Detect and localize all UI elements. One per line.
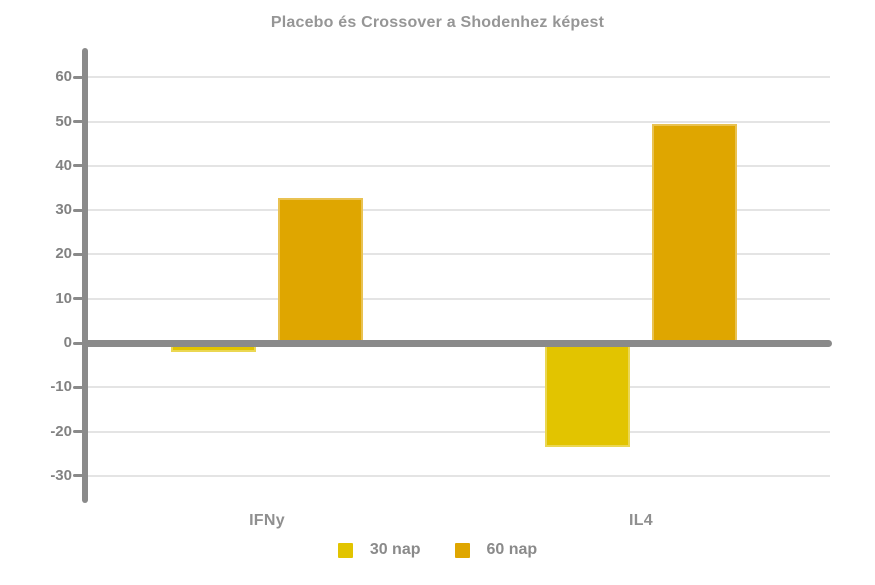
gridline bbox=[88, 430, 830, 433]
zero-axis-line bbox=[82, 339, 832, 347]
y-axis-tick-label: 60 bbox=[55, 68, 72, 86]
bar-ifny-60-nap bbox=[278, 197, 363, 343]
legend-item-60-nap: 60 nap bbox=[454, 541, 538, 559]
y-axis-tick bbox=[73, 120, 83, 123]
bar-il4-60-nap bbox=[652, 123, 737, 343]
y-axis-tick-label: -30 bbox=[50, 466, 72, 484]
y-axis-tick bbox=[73, 341, 83, 345]
gridline bbox=[88, 474, 830, 477]
y-axis-tick bbox=[73, 164, 83, 168]
y-axis-tick-label: 40 bbox=[55, 156, 72, 174]
y-axis-tick bbox=[73, 474, 83, 478]
legend-label: 60 nap bbox=[486, 541, 538, 558]
x-axis-label-il4: IL4 bbox=[628, 512, 654, 529]
x-axis-label-ifny: IFNy bbox=[249, 512, 285, 529]
y-axis-tick bbox=[73, 252, 83, 256]
legend-label: 30 nap bbox=[369, 541, 421, 558]
bar-il4-30-nap bbox=[545, 343, 630, 448]
gridline bbox=[88, 386, 830, 389]
y-axis-tick-label: -10 bbox=[50, 378, 72, 396]
y-axis-tick-label: 50 bbox=[55, 112, 72, 130]
gridline bbox=[88, 120, 830, 123]
y-axis-tick-label: -20 bbox=[50, 422, 72, 440]
chart-title: Placebo és Crossover a Shodenhez képest bbox=[270, 14, 605, 31]
gridline bbox=[88, 76, 830, 79]
y-axis-tick bbox=[73, 75, 83, 79]
y-axis-tick-label: 10 bbox=[55, 289, 72, 307]
legend: 30 nap 60 nap bbox=[0, 541, 875, 559]
gridline bbox=[88, 297, 830, 300]
y-axis-tick bbox=[73, 297, 83, 301]
gridline bbox=[88, 209, 830, 212]
y-axis-tick bbox=[73, 430, 83, 434]
y-axis-line bbox=[82, 48, 88, 503]
y-axis-tick bbox=[73, 385, 83, 389]
legend-swatch-30-nap bbox=[337, 542, 353, 558]
legend-item-30-nap: 30 nap bbox=[337, 541, 421, 559]
y-axis-tick-label: 30 bbox=[55, 201, 72, 219]
y-axis-tick-label: 20 bbox=[55, 245, 72, 263]
bar-ifny-30-nap bbox=[171, 343, 256, 352]
legend-swatch-60-nap bbox=[454, 542, 470, 558]
gridline bbox=[88, 253, 830, 256]
gridline bbox=[88, 164, 830, 167]
y-axis-tick bbox=[73, 208, 83, 212]
y-axis-tick-label: 0 bbox=[63, 334, 72, 351]
